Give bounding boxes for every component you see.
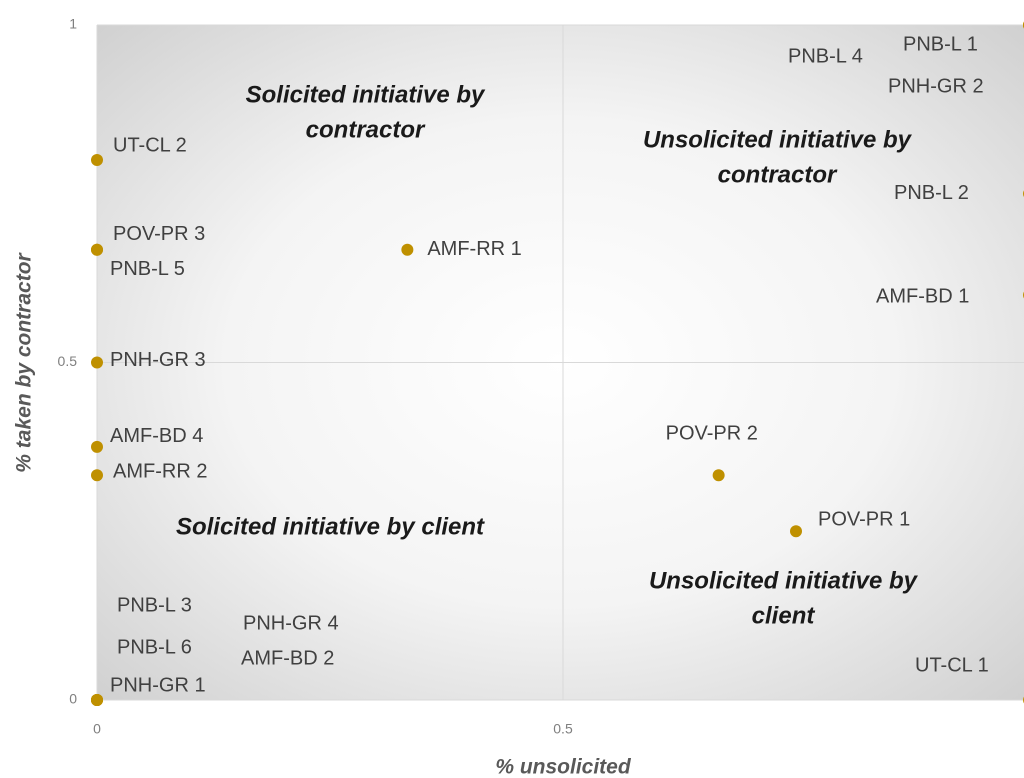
quadrant-annotation: contractor — [718, 161, 838, 188]
data-point — [91, 469, 103, 482]
point-label: POV-PR 1 — [818, 509, 910, 531]
data-point — [91, 243, 103, 256]
point-label: UT-CL 1 — [915, 654, 989, 676]
x-axis-title: % unsolicited — [495, 756, 632, 778]
quadrant-annotation: client — [752, 602, 816, 629]
point-label: POV-PR 3 — [113, 223, 205, 245]
point-label: PNH-GR 1 — [110, 674, 206, 696]
x-tick-label: 0.5 — [553, 721, 573, 737]
point-label: POV-PR 2 — [666, 423, 758, 445]
point-label: PNB-L 6 — [117, 636, 192, 658]
data-point — [91, 154, 103, 166]
data-point — [401, 243, 414, 256]
point-label: AMF-BD 2 — [241, 647, 334, 669]
point-label: AMF-RR 1 — [427, 238, 521, 260]
point-label: PNB-L 5 — [110, 258, 185, 280]
point-label: UT-CL 2 — [113, 134, 187, 156]
point-label: AMF-BD 4 — [110, 425, 203, 447]
quadrant-annotation: Unsolicited initiative by — [643, 126, 913, 153]
quadrant-annotation: Unsolicited initiative by — [649, 567, 919, 594]
point-label: PNB-L 4 — [788, 45, 863, 67]
y-tick-label: 0.5 — [58, 353, 78, 369]
quadrant-annotation: contractor — [306, 116, 426, 143]
point-label: AMF-RR 2 — [113, 461, 207, 483]
x-tick-label: 0 — [93, 721, 101, 737]
point-label: PNB-L 2 — [894, 182, 969, 204]
y-axis-title: % taken by contractor — [13, 251, 36, 472]
data-point — [712, 469, 725, 482]
y-tick-label: 0 — [69, 691, 77, 707]
point-label: PNH-GR 2 — [888, 75, 984, 97]
data-point — [91, 694, 103, 706]
quadrant-annotation: Solicited initiative by — [246, 81, 486, 108]
point-label: PNH-GR 4 — [243, 612, 339, 634]
point-label: PNH-GR 3 — [110, 349, 206, 371]
data-point — [91, 356, 103, 369]
point-label: PNB-L 1 — [903, 33, 978, 55]
quadrant-annotation: Solicited initiative by client — [176, 513, 485, 540]
y-tick-label: 1 — [69, 16, 77, 32]
data-point — [91, 440, 103, 453]
point-label: AMF-BD 1 — [876, 285, 969, 307]
point-label: PNB-L 3 — [117, 594, 192, 616]
data-point — [790, 525, 802, 538]
